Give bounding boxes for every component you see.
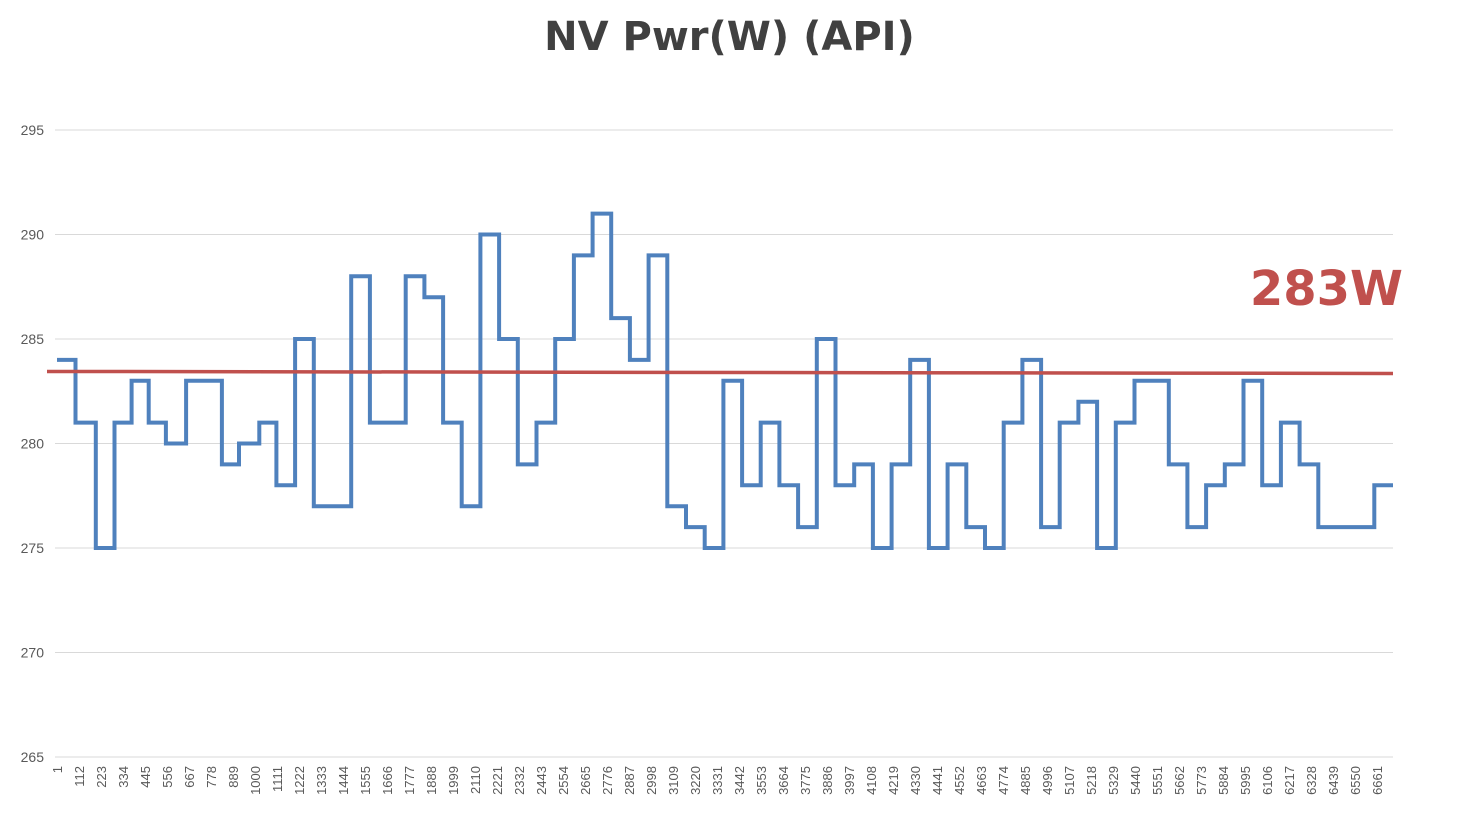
x-tick-label: 5551	[1150, 766, 1165, 795]
x-tick-label: 5995	[1238, 766, 1253, 795]
x-tick-label: 223	[94, 766, 109, 788]
y-tick-label: 295	[21, 122, 45, 138]
x-tick-label: 3886	[820, 766, 835, 795]
x-tick-label: 2776	[600, 766, 615, 795]
x-tick-label: 5662	[1172, 766, 1187, 795]
x-tick-label: 2443	[534, 766, 549, 795]
x-tick-label: 6661	[1370, 766, 1385, 795]
x-tick-label: 1666	[380, 766, 395, 795]
x-tick-label: 667	[182, 766, 197, 788]
average-layer: 283W	[46, 261, 1403, 376]
x-tick-label: 3220	[688, 766, 703, 795]
series-layer	[57, 211, 1393, 550]
x-tick-label: 1777	[402, 766, 417, 795]
x-tick-label: 6550	[1348, 766, 1363, 795]
x-tick-label: 1222	[292, 766, 307, 795]
x-tick-label: 6217	[1282, 766, 1297, 795]
x-tick-label: 1999	[446, 766, 461, 795]
x-tick-label: 3553	[754, 766, 769, 795]
x-tick-label: 3109	[666, 766, 681, 795]
average-line	[46, 369, 1394, 376]
x-tick-label: 5773	[1194, 766, 1209, 795]
x-tick-label: 5107	[1062, 766, 1077, 795]
x-tick-label: 2110	[468, 766, 483, 794]
x-tick-label: 4330	[908, 766, 923, 795]
x-tick-label: 5329	[1106, 766, 1121, 795]
y-tick-label: 290	[21, 227, 45, 243]
x-tick-label: 4552	[952, 766, 967, 795]
x-tick-label: 334	[116, 766, 131, 788]
x-axis-ticks: 1 112 223 334 445 556 667 778 889 1000 1111 1222 133…	[50, 766, 1385, 795]
x-tick-label: 5884	[1216, 766, 1231, 795]
y-tick-label: 270	[21, 645, 45, 661]
x-tick-label: 2554	[556, 766, 571, 795]
x-tick-label: 112	[72, 766, 87, 787]
x-tick-label: 1444	[336, 766, 351, 795]
series-line-nv-pwr	[57, 211, 1393, 550]
x-tick-label: 445	[138, 766, 153, 788]
x-tick-label: 778	[204, 766, 219, 788]
x-tick-label: 3331	[710, 766, 725, 795]
x-tick-label: 1333	[314, 766, 329, 795]
x-tick-label: 1111	[270, 766, 285, 792]
x-tick-label: 3997	[842, 766, 857, 795]
x-tick-label: 2665	[578, 766, 593, 795]
x-tick-label: 2998	[644, 766, 659, 795]
x-tick-label: 5218	[1084, 766, 1099, 795]
x-tick-label: 5440	[1128, 766, 1143, 795]
x-tick-label: 556	[160, 766, 175, 788]
x-tick-label: 6439	[1326, 766, 1341, 795]
x-tick-label: 2887	[622, 766, 637, 795]
y-tick-label: 285	[21, 331, 45, 347]
x-tick-label: 1555	[358, 766, 373, 795]
y-tick-label: 275	[21, 540, 45, 556]
y-axis-ticks: 265 270 275 280 285 290 295	[21, 122, 45, 765]
x-tick-label: 1	[50, 766, 65, 773]
x-tick-label: 4885	[1018, 766, 1033, 795]
x-tick-label: 2332	[512, 766, 527, 795]
x-tick-label: 4219	[886, 766, 901, 795]
x-tick-label: 3664	[776, 766, 791, 795]
average-label: 283W	[1250, 261, 1403, 317]
x-tick-label: 6328	[1304, 766, 1319, 795]
x-tick-label: 1000	[248, 766, 263, 795]
x-tick-label: 4774	[996, 766, 1011, 795]
x-tick-label: 2221	[490, 766, 505, 795]
y-tick-label: 265	[21, 749, 45, 765]
chart-title: NV Pwr(W) (API)	[544, 14, 915, 60]
x-tick-label: 1888	[424, 766, 439, 795]
x-tick-label: 4996	[1040, 766, 1055, 795]
x-tick-label: 889	[226, 766, 241, 788]
x-tick-label: 4441	[930, 766, 945, 795]
x-tick-label: 4663	[974, 766, 989, 795]
x-tick-label: 3775	[798, 766, 813, 795]
x-tick-label: 3442	[732, 766, 747, 795]
x-tick-label: 6106	[1260, 766, 1275, 795]
x-tick-label: 4108	[864, 766, 879, 795]
y-tick-label: 280	[21, 436, 45, 452]
